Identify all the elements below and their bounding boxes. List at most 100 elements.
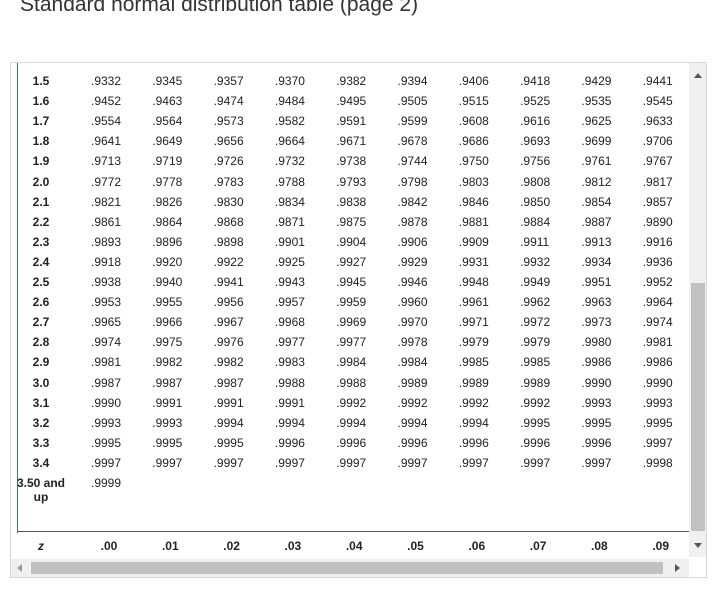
border-line [17,63,18,533]
probability-cell: .9901 [274,234,305,249]
probability-cell: .9992 [336,395,367,410]
probability-cell: .9948 [458,275,489,289]
probability-cell: .9838 [336,194,367,209]
column-label: .01 [161,539,179,553]
probability-cell: .9978 [397,335,428,350]
probability-cell: .9564 [152,114,183,129]
probability-cell: .9976 [213,335,244,350]
probability-cell: .9474 [213,94,244,109]
probability-cell: .9857 [642,194,673,209]
scroll-left[interactable] [17,564,22,572]
probability-cell: .9515 [458,94,489,109]
z-label: 2.8 [32,335,50,350]
column-label: .00 [100,539,118,553]
probability-cell: .9987 [152,375,183,390]
horizontal-scrollbar[interactable] [11,559,689,577]
probability-cell: .9995 [581,415,612,430]
z-label: 3.2 [32,415,50,430]
probability-cell: .9993 [581,395,612,410]
probability-cell: .9898 [213,234,244,249]
probability-cell: .9909 [458,234,489,249]
column-label: z [38,539,44,553]
probability-cell: .9778 [152,174,183,189]
probability-cell: .9382 [336,74,367,88]
probability-cell: .9970 [397,315,428,330]
probability-cell: .9535 [581,94,612,109]
probability-cell: .9987 [213,375,244,390]
column-label: .03 [284,539,302,553]
probability-cell: .9956 [213,295,244,310]
probability-cell: .9929 [397,254,428,269]
probability-cell: .9394 [397,74,428,88]
probability-cell: .9964 [642,295,673,310]
probability-cell: .9992 [520,395,551,410]
probability-cell: .9554 [91,114,122,129]
probability-cell: .9934 [581,254,612,269]
probability-cell: .9984 [336,355,367,370]
probability-cell: .9738 [336,154,367,169]
probability-cell: .9429 [581,74,612,88]
probability-cell: .9834 [274,194,305,209]
probability-cell: .9932 [520,254,551,269]
z-label: 2.3 [32,234,50,249]
probability-cell: .9525 [520,94,551,109]
probability-cell: .9996 [520,435,551,450]
probability-cell: .9991 [274,395,305,410]
probability-cell: .9966 [152,315,183,330]
probability-cell: .9990 [642,375,673,390]
probability-cell: .9441 [642,74,673,88]
probability-cell: .9968 [274,315,305,330]
probability-cell: .9974 [91,335,122,350]
probability-cell: .9973 [581,315,612,330]
probability-cell: .9960 [397,295,428,310]
probability-cell: .9582 [274,114,305,129]
probability-cell: .9920 [152,254,183,269]
probability-cell: .9982 [152,355,183,370]
scroll-up[interactable] [694,73,702,78]
probability-cell: .9927 [336,254,367,269]
probability-cell: .9991 [213,395,244,410]
probability-cell: .9854 [581,194,612,209]
probability-cell: .9732 [274,154,305,169]
probability-cell: .9977 [336,335,367,350]
probability-cell: .9936 [642,254,673,269]
z-label: 1.6 [32,94,50,109]
scroll-down[interactable] [694,543,702,548]
probability-cell: .9463 [152,94,183,109]
z-label: 2.4 [32,254,50,269]
z-label: 3.3 [32,435,50,450]
probability-cell: .9641 [91,134,122,149]
probability-cell: .9798 [397,174,428,189]
probability-cell: .9699 [581,134,612,149]
z-label: 2.5 [32,275,50,289]
probability-cell: .9686 [458,134,489,149]
probability-cell: .9993 [642,395,673,410]
probability-cell: .9671 [336,134,367,149]
probability-cell: .9803 [458,174,489,189]
probability-cell: .9995 [91,435,122,450]
vertical-scrollbar[interactable] [689,63,706,557]
scroll-right[interactable] [675,564,680,572]
probability-cell: .9995 [213,435,244,450]
z-label: 1.5 [32,74,50,88]
probability-cell: .9997 [458,455,489,470]
probability-cell: .9706 [642,134,673,149]
probability-cell: .9985 [520,355,551,370]
table-scroll-box[interactable]: 1.5 .9332 .9345 .9357 .9370 .9382 .9394 .9406 .9… [10,62,707,578]
probability-cell: .9817 [642,174,673,189]
probability-cell: .9826 [152,194,183,209]
probability-cell: .9996 [336,435,367,450]
probability-cell: .9756 [520,154,551,169]
probability-cell: .9940 [152,275,183,289]
probability-cell: .9573 [213,114,244,129]
probability-cell: .9996 [458,435,489,450]
probability-cell: .9979 [458,335,489,350]
probability-cell: .9975 [152,335,183,350]
probability-cell: .9893 [91,234,122,249]
scroll-thumb[interactable] [691,283,705,531]
scroll-thumb[interactable] [31,562,663,574]
probability-cell: .9884 [520,214,551,229]
probability-cell: .9997 [274,455,305,470]
probability-cell: .9452 [91,94,122,109]
